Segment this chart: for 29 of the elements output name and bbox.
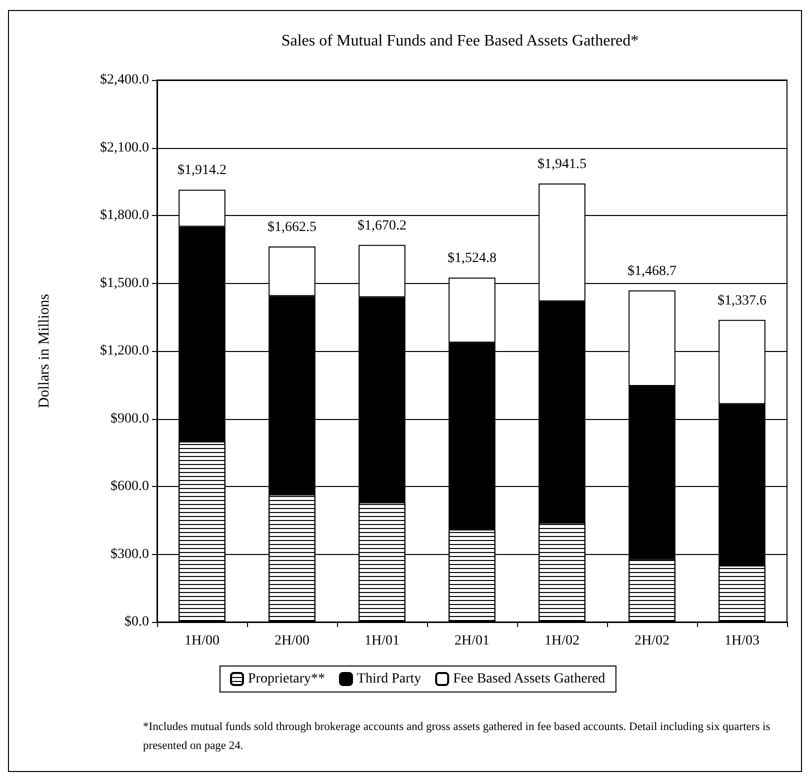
y-tick-label: $900.0 bbox=[110, 411, 149, 426]
total-label: $1,337.6 bbox=[718, 293, 766, 308]
chart-title: Sales of Mutual Funds and Fee Based Assets Gathered* bbox=[281, 32, 639, 50]
total-label: $1,670.2 bbox=[358, 218, 406, 234]
legend-label: Fee Based Assets Gathered bbox=[453, 672, 606, 686]
y-tick-label: $0.0 bbox=[124, 614, 149, 630]
x-tick-label: 1H/02 bbox=[544, 634, 580, 648]
y-axis-title: Dollars in Millions bbox=[36, 294, 52, 408]
legend-label: Third Party bbox=[356, 672, 422, 686]
y-tick-label: $300.0 bbox=[110, 546, 149, 562]
x-tick-label: 1H/00 bbox=[184, 634, 220, 648]
x-tick-label: 2H/02 bbox=[634, 634, 670, 648]
x-tick-label: 1H/01 bbox=[364, 634, 400, 648]
x-tick-label: 2H/01 bbox=[454, 634, 490, 648]
total-label: $1,662.5 bbox=[268, 220, 316, 236]
total-label: $1,941.5 bbox=[538, 157, 586, 172]
y-tick-label: $1,500.0 bbox=[100, 276, 149, 291]
y-tick-label: $1,200.0 bbox=[100, 344, 149, 358]
text: *Includes mutual funds sold through brokerage accounts and gross assets gathered in fee based accounts. Detail including six quarters is presented on page 24. bbox=[143, 720, 772, 754]
legend-label: Proprietary** bbox=[248, 672, 325, 686]
y-tick-label: $600.0 bbox=[110, 479, 149, 494]
x-tick-label: 1H/03 bbox=[724, 634, 760, 648]
x-tick-label: 2H/00 bbox=[274, 634, 310, 648]
total-label: $1,914.2 bbox=[178, 163, 226, 178]
y-tick-label: $2,100.0 bbox=[100, 140, 149, 156]
y-tick-label: $2,400.0 bbox=[100, 72, 149, 88]
y-tick-label: $1,800.0 bbox=[100, 208, 149, 223]
total-label: $1,468.7 bbox=[628, 264, 676, 279]
total-label: $1,524.8 bbox=[448, 251, 496, 266]
